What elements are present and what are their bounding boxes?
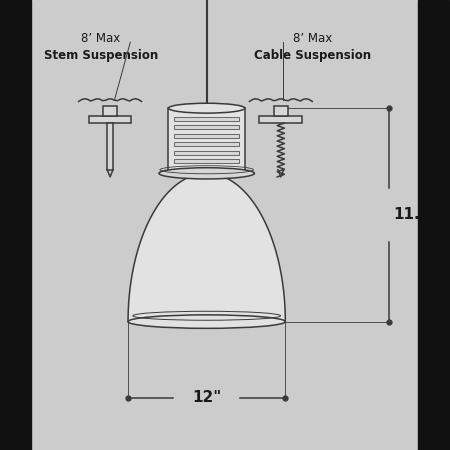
FancyBboxPatch shape [174,159,239,163]
Text: Cable Suspension: Cable Suspension [254,49,371,62]
FancyBboxPatch shape [174,151,239,155]
FancyBboxPatch shape [168,108,245,173]
FancyBboxPatch shape [174,134,239,138]
Text: 11.1": 11.1" [393,207,438,222]
FancyBboxPatch shape [260,116,302,123]
FancyBboxPatch shape [104,106,117,116]
FancyBboxPatch shape [107,123,113,170]
FancyBboxPatch shape [174,142,239,146]
Polygon shape [128,173,285,322]
FancyBboxPatch shape [89,116,131,123]
FancyBboxPatch shape [174,125,239,129]
Text: Stem Suspension: Stem Suspension [44,49,158,62]
Bar [418,0,449,450]
Text: 8’ Max: 8’ Max [292,32,332,45]
Bar [0,0,32,450]
Ellipse shape [159,168,254,179]
FancyBboxPatch shape [274,106,288,116]
FancyBboxPatch shape [174,117,239,121]
Text: 8’ Max: 8’ Max [81,32,121,45]
Text: 12": 12" [192,391,221,405]
Ellipse shape [168,103,245,113]
Ellipse shape [128,315,285,328]
